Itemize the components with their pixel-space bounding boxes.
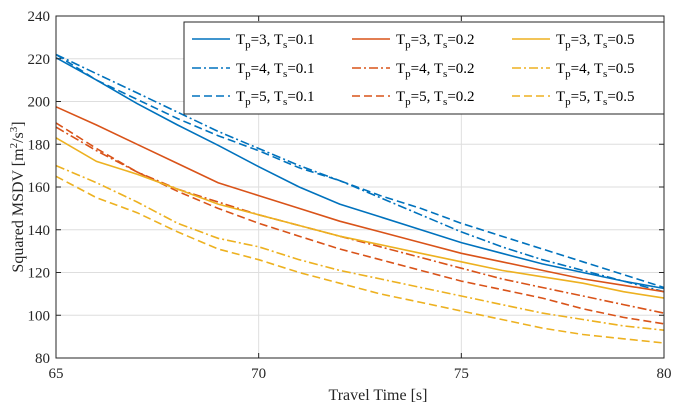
legend-label: Tp=3, Ts=0.5 (556, 32, 635, 51)
series-line-1 (55, 56, 665, 290)
y-tick-label: 100 (28, 308, 51, 324)
legend-item-7: Tp=3, Ts=0.5 (512, 32, 635, 51)
axes (55, 15, 665, 359)
legend-box (183, 21, 665, 115)
series-line-7 (55, 137, 665, 299)
legend-item-2: Tp=4, Ts=0.1 (192, 61, 315, 80)
legend-label: Tp=5, Ts=0.2 (396, 89, 475, 108)
legend-label: Tp=4, Ts=0.2 (396, 61, 475, 80)
series-line-4 (55, 106, 665, 293)
series-line-6 (55, 122, 665, 325)
legend-label: Tp=5, Ts=0.5 (556, 89, 635, 108)
x-tick-label: 65 (49, 366, 64, 382)
legend-label: Tp=3, Ts=0.1 (236, 32, 315, 51)
series-lines (55, 53, 665, 344)
series-line-2 (55, 53, 665, 293)
legend-item-4: Tp=3, Ts=0.2 (352, 32, 475, 51)
series-line-8 (55, 164, 665, 331)
y-tick-label: 200 (28, 95, 51, 111)
series-line-3 (55, 53, 665, 289)
y-tick-label: 80 (35, 351, 50, 367)
legend-item-8: Tp=4, Ts=0.5 (512, 61, 635, 80)
series-line-9 (55, 175, 665, 344)
legend-item-5: Tp=4, Ts=0.2 (352, 61, 475, 80)
y-tick-label: 220 (28, 52, 51, 68)
legend-item-3: Tp=5, Ts=0.1 (192, 89, 315, 108)
y-tick-label: 180 (28, 137, 51, 153)
x-tick-label: 70 (251, 366, 266, 382)
x-tick-label: 75 (454, 366, 469, 382)
legend-label: Tp=4, Ts=0.1 (236, 61, 315, 80)
y-tick-label: 120 (28, 266, 51, 282)
legend-item-9: Tp=5, Ts=0.5 (512, 89, 635, 108)
legend-item-6: Tp=5, Ts=0.2 (352, 89, 475, 108)
legend-label: Tp=5, Ts=0.1 (236, 89, 315, 108)
legend-label: Tp=3, Ts=0.2 (396, 32, 475, 51)
tick-labels: 65 70 75 80 80 100 120 140 160 180 200 220 240 (28, 9, 672, 382)
legend: Tp=3, Ts=0.1 Tp=4, Ts=0.1 Tp=5, Ts=0.1 Tp=3… (183, 21, 665, 115)
y-tick-label: 160 (28, 180, 51, 196)
y-tick-label: 240 (28, 9, 51, 25)
legend-label: Tp=4, Ts=0.5 (556, 61, 635, 80)
y-tick-label: 140 (28, 223, 51, 239)
y-axis-label: Squared MSDV [m2/s3] (8, 121, 27, 272)
x-axis-label: Travel Time [s] (329, 387, 428, 404)
series-line-5 (55, 126, 665, 314)
legend-item-1: Tp=3, Ts=0.1 (192, 32, 315, 51)
x-tick-label: 80 (657, 366, 672, 382)
